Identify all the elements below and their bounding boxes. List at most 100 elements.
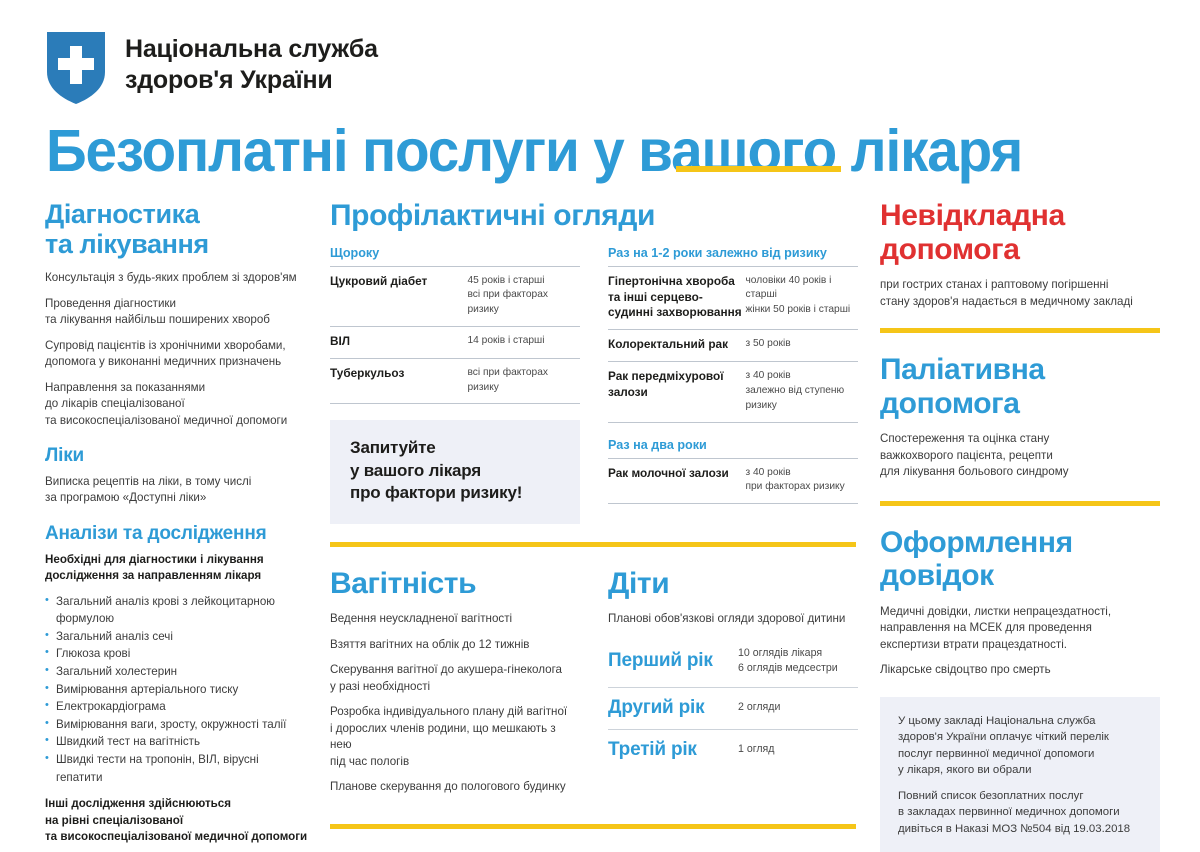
section-pregnancy-heading: Вагітність bbox=[330, 566, 477, 600]
row-value: чоловіки 40 років і старші жінки 50 років… bbox=[745, 274, 851, 316]
section-palliative: Паліативна допомога Спостереження та оці… bbox=[880, 353, 1160, 481]
palliative-text: Спостереження та оцінка стану важкохворог… bbox=[880, 432, 1069, 479]
info-paragraph-1: У цьому закладі Національна служба здоров… bbox=[898, 714, 1109, 777]
biennial-table-header: Раз на два роки bbox=[608, 437, 707, 452]
pregnancy-item: Скерування вагітної до акушера-гінеколог… bbox=[330, 663, 563, 693]
row-name: Туберкульоз bbox=[330, 365, 405, 380]
brand-name-line2: здоров'я України bbox=[125, 65, 333, 94]
section-pregnancy: Вагітність Ведення неускладненої вагітно… bbox=[330, 567, 580, 805]
row-name: Цукровий діабет bbox=[330, 273, 428, 288]
heading-line-2: та лікування bbox=[45, 229, 209, 260]
pregnancy-item: Взяття вагітних на облік до 12 тижнів bbox=[330, 637, 530, 651]
row-name: ВІЛ bbox=[330, 333, 351, 348]
table-row: Рак молочної залози з 40 років при фактор… bbox=[608, 458, 858, 504]
section-home-visits: Виклики додому Лікар самостійно визначає… bbox=[608, 849, 858, 852]
section-emergency: Невідкладна допомога при гострих станах … bbox=[880, 199, 1160, 310]
section-tests-heading: Аналізи та дослідження bbox=[45, 522, 267, 544]
section-home-visits-heading: Виклики додому bbox=[608, 849, 858, 852]
list-item: Електрокардіограма bbox=[45, 697, 308, 716]
heading-line-1: Паліативна bbox=[880, 353, 1045, 387]
vaccination-homevisits-row: Вакцинація за календарем Гепатит В, тубе… bbox=[330, 849, 856, 852]
row-name: Другий рік bbox=[608, 696, 705, 718]
list-item: Вимірювання ваги, зросту, окружності тал… bbox=[45, 715, 308, 734]
diagnostics-item: Консультація з будь-яких проблем зі здор… bbox=[45, 271, 297, 285]
row-name: Третій рік bbox=[608, 738, 697, 760]
pregnancy-item: Ведення неускладненої вагітності bbox=[330, 612, 513, 626]
title-block: Безоплатні послуги у вашого лікаря bbox=[0, 106, 1200, 181]
content-columns: Діагностика та лікування Консультація з … bbox=[0, 181, 1200, 852]
pregnancy-item: Планове скерування до пологового будинку bbox=[330, 779, 566, 793]
table-row: Туберкульоз всі при факторах ризику bbox=[330, 358, 580, 404]
section-medicines: Ліки Виписка рецептів на ліки, в тому чи… bbox=[45, 445, 308, 507]
tests-bullet-list: Загальний аналіз крові з лейкоцитарною ф… bbox=[45, 592, 308, 787]
divider-yellow-emergency bbox=[880, 328, 1160, 334]
row-name: Рак молочної залози bbox=[608, 465, 729, 480]
section-checkups-heading: Профілактичні огляди bbox=[330, 199, 656, 232]
list-item: Загальний аналіз крові з лейкоцитарною ф… bbox=[45, 592, 308, 628]
row-value: всі при факторах ризику bbox=[467, 366, 548, 393]
section-tests: Аналізи та дослідження Необхідні для діа… bbox=[45, 523, 308, 846]
row-value: 2 огляди bbox=[738, 700, 781, 713]
checkups-annual-block: Щороку Цукровий діабет 45 років і старші… bbox=[330, 244, 580, 524]
section-diagnostics-heading: Діагностика та лікування bbox=[45, 199, 308, 259]
column-middle: Профілактичні огляди Щороку Цукровий діа… bbox=[330, 199, 880, 852]
divider-yellow-bottom bbox=[330, 824, 856, 830]
diagnostics-item: Проведення діагностики та лікування найбі… bbox=[45, 296, 270, 327]
brand-header: Національна служба здоров'я України bbox=[0, 0, 1200, 106]
row-name: Колоректальний рак bbox=[608, 337, 728, 352]
emergency-text: при гострих станах і раптовому погіршенн… bbox=[880, 278, 1133, 308]
section-children: Діти Планові обов'язкові огляди здорової… bbox=[608, 567, 858, 805]
annual-table-header: Щороку bbox=[330, 245, 380, 260]
table-row: ВІЛ 14 років і старші bbox=[330, 326, 580, 358]
column-right: Невідкладна допомога при гострих станах … bbox=[880, 199, 1160, 852]
page-title: Безоплатні послуги у вашого лікаря bbox=[46, 118, 1023, 184]
row-value: з 40 років залежно від ступеню ризику bbox=[745, 370, 845, 411]
tests-subtitle: Необхідні для діагностики і лікування дос… bbox=[45, 552, 264, 583]
heading-line-2: довідок bbox=[880, 559, 994, 593]
ask-line-3: про фактори ризику! bbox=[350, 483, 523, 503]
table-row: Перший рік 10 оглядів лікаря 6 оглядів ме… bbox=[608, 637, 858, 687]
section-certificates-heading: Оформлення довідок bbox=[880, 526, 1160, 593]
row-name: Гіпертонічна хвороба та інші серцево-суд… bbox=[608, 273, 742, 320]
children-table: Перший рік 10 оглядів лікаря 6 оглядів ме… bbox=[608, 637, 858, 771]
biennial-table: Рак молочної залози з 40 років при фактор… bbox=[608, 458, 858, 505]
table-row: Другий рік 2 огляди bbox=[608, 687, 858, 729]
diagnostics-item: Супровід пацієнтів із хронічними хвороба… bbox=[45, 338, 286, 369]
list-item: Глюкоза крові bbox=[45, 644, 308, 663]
heading-line-1: Вакцинація bbox=[330, 849, 496, 852]
section-diagnostics: Діагностика та лікування Консультація з … bbox=[45, 199, 308, 429]
shield-cross-icon bbox=[45, 28, 107, 106]
section-children-heading: Діти bbox=[608, 566, 670, 600]
risk-table: Гіпертонічна хвороба та інші серцево-суд… bbox=[608, 266, 858, 423]
section-medicines-heading: Ліки bbox=[45, 445, 84, 467]
row-value: 14 років і старші bbox=[467, 334, 545, 346]
heading-line-1: Виклики bbox=[608, 849, 732, 852]
row-value: з 50 років bbox=[745, 338, 791, 350]
row-name: Рак передміхурової залози bbox=[608, 369, 724, 400]
medicines-text: Виписка рецептів на ліки, в тому числі за… bbox=[45, 474, 252, 505]
risk-table-header: Раз на 1-2 роки залежно від ризику bbox=[608, 245, 827, 260]
diagnostics-item: Направлення за показаннями до лікарів спе… bbox=[45, 380, 288, 427]
ask-line-2: у вашого лікаря bbox=[350, 460, 481, 480]
annual-table: Цукровий діабет 45 років і старші всі при… bbox=[330, 266, 580, 405]
heading-line-1: Оформлення bbox=[880, 525, 1073, 559]
section-vaccination-heading: Вакцинація за календарем bbox=[330, 849, 580, 852]
heading-line-1: Діагностика bbox=[45, 199, 200, 229]
divider-yellow-palliative bbox=[880, 500, 1160, 506]
row-value: 10 оглядів лікаря 6 оглядів медсестри bbox=[738, 646, 838, 675]
certificates-text-2: Лікарське свідоцтво про смерть bbox=[880, 663, 1051, 677]
section-palliative-heading: Паліативна допомога bbox=[880, 353, 1160, 420]
info-note-box: У цьому закладі Національна служба здоров… bbox=[880, 696, 1160, 852]
spacer bbox=[608, 423, 858, 436]
certificates-text-1: Медичні довідки, листки непрацездатності… bbox=[880, 604, 1112, 651]
heading-line-1: Невідкладна bbox=[880, 199, 1065, 232]
table-row: Третій рік 1 огляд bbox=[608, 729, 858, 771]
heading-line-2: допомога bbox=[880, 232, 1020, 266]
checkups-risk-block: Раз на 1-2 роки залежно від ризику Гіпер… bbox=[608, 244, 858, 524]
list-item: Швидкий тест на вагітність bbox=[45, 732, 308, 751]
table-row: Цукровий діабет 45 років і старші всі при… bbox=[330, 266, 580, 326]
ask-doctor-box: Запитуйте у вашого лікаря про фактори ри… bbox=[330, 420, 580, 524]
row-value: 45 років і старші всі при факторах ризику bbox=[467, 274, 548, 316]
title-underline-accent bbox=[676, 166, 841, 172]
